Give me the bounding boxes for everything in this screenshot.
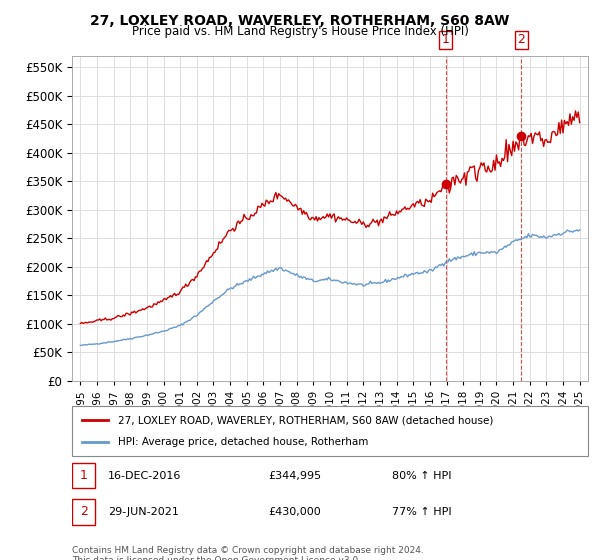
FancyBboxPatch shape [72,463,95,488]
FancyBboxPatch shape [72,406,588,456]
Text: £344,995: £344,995 [268,470,321,480]
Text: Contains HM Land Registry data © Crown copyright and database right 2024.
This d: Contains HM Land Registry data © Crown c… [72,546,424,560]
Text: HPI: Average price, detached house, Rotherham: HPI: Average price, detached house, Roth… [118,437,369,447]
Text: 2: 2 [517,33,526,46]
Text: Price paid vs. HM Land Registry's House Price Index (HPI): Price paid vs. HM Land Registry's House … [131,25,469,38]
Text: 1: 1 [80,469,88,482]
Text: 29-JUN-2021: 29-JUN-2021 [108,507,179,517]
FancyBboxPatch shape [72,500,95,525]
Text: 77% ↑ HPI: 77% ↑ HPI [392,507,452,517]
Text: 27, LOXLEY ROAD, WAVERLEY, ROTHERHAM, S60 8AW: 27, LOXLEY ROAD, WAVERLEY, ROTHERHAM, S6… [91,14,509,28]
Text: 80% ↑ HPI: 80% ↑ HPI [392,470,451,480]
Text: 2: 2 [80,506,88,519]
Text: 16-DEC-2016: 16-DEC-2016 [108,470,181,480]
Text: 1: 1 [442,33,450,46]
Text: £430,000: £430,000 [268,507,321,517]
Text: 27, LOXLEY ROAD, WAVERLEY, ROTHERHAM, S60 8AW (detached house): 27, LOXLEY ROAD, WAVERLEY, ROTHERHAM, S6… [118,415,494,425]
